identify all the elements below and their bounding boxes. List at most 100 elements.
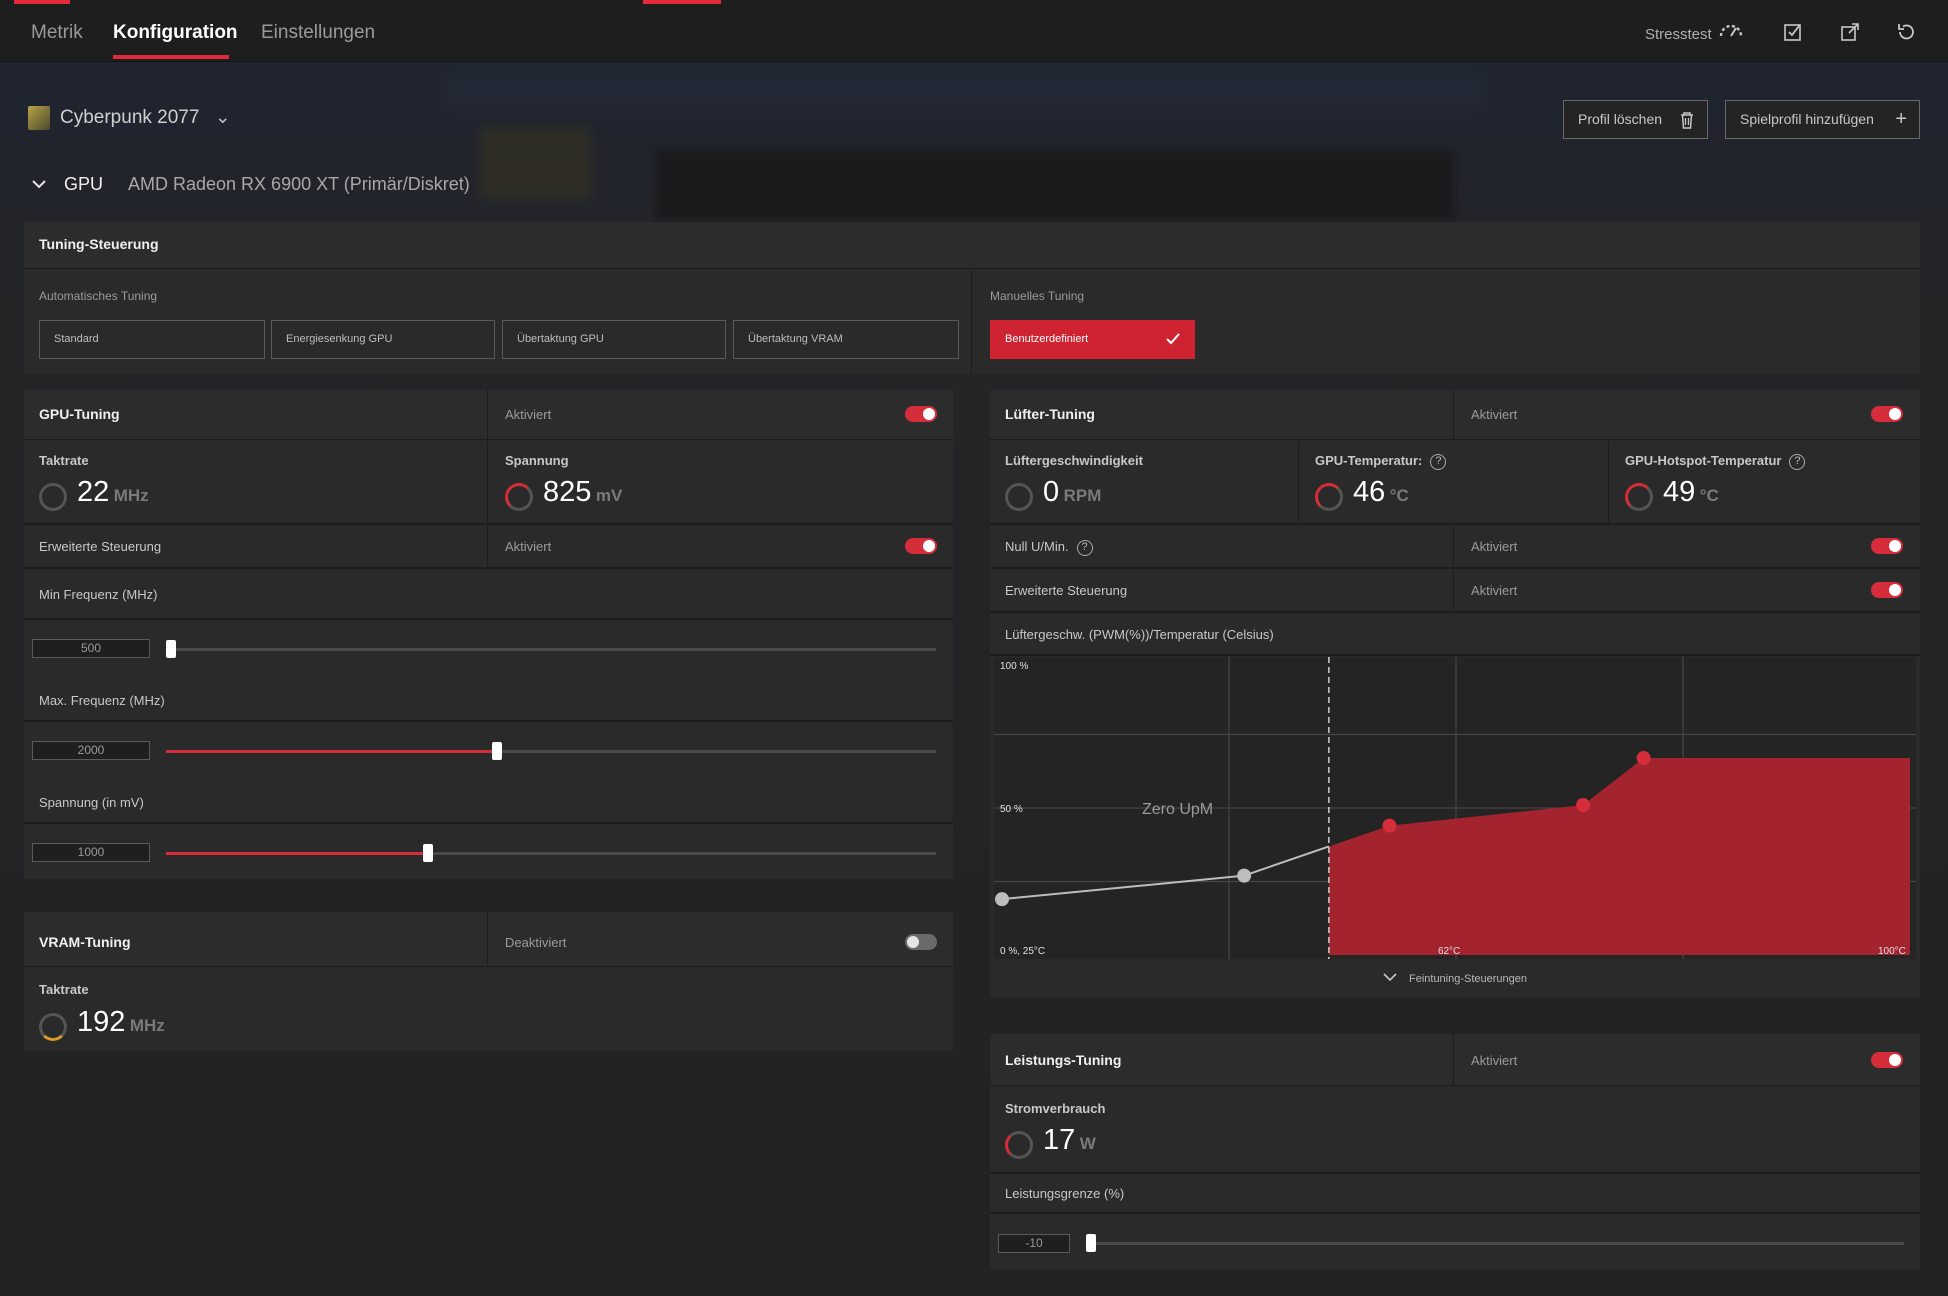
gpu-collapse-chevron-icon[interactable] bbox=[31, 174, 47, 195]
vram-clock-readout: 192 MHz bbox=[39, 1006, 165, 1041]
gpu-section-label: GPU bbox=[64, 174, 104, 194]
power-limit-input[interactable]: -10 bbox=[998, 1234, 1070, 1253]
trash-icon bbox=[1679, 101, 1695, 138]
slider-thumb[interactable] bbox=[166, 640, 176, 658]
gauge-icon bbox=[1005, 1130, 1033, 1159]
zero-rpm-annotation: Zero UpM bbox=[1142, 801, 1213, 818]
gpu-voltage-label: Spannung bbox=[505, 453, 569, 468]
gpu-tuning-toggle[interactable] bbox=[905, 406, 937, 422]
fan-curve-title-row bbox=[990, 614, 1920, 656]
min-freq-input[interactable]: 500 bbox=[32, 639, 150, 658]
curve-point-3[interactable] bbox=[1576, 798, 1591, 813]
tab-metrik[interactable]: Metrik bbox=[31, 22, 83, 43]
hotspot-temp-label: GPU-Hotspot-Temperatur? bbox=[1625, 453, 1806, 470]
gpu-clock-readout: 22 MHz bbox=[39, 476, 149, 511]
game-name: Cyberpunk 2077 bbox=[60, 107, 200, 129]
game-thumbnail bbox=[28, 106, 50, 130]
x-tick-label: 100°C bbox=[1878, 946, 1906, 957]
curve-point-4[interactable] bbox=[1636, 751, 1651, 766]
voltage-slider[interactable] bbox=[166, 844, 936, 862]
power-tuning-toggle[interactable] bbox=[1871, 1052, 1903, 1068]
max-freq-input[interactable]: 2000 bbox=[32, 741, 150, 760]
divider bbox=[1298, 441, 1299, 525]
reset-icon[interactable] bbox=[1896, 22, 1916, 48]
manual-tuning-label: Manuelles Tuning bbox=[990, 289, 1085, 303]
slider-thumb[interactable] bbox=[492, 742, 502, 760]
divider bbox=[1608, 441, 1609, 525]
gauge-icon bbox=[39, 1012, 67, 1041]
plus-icon: + bbox=[1895, 108, 1907, 130]
gpu-tuning-state: Aktiviert bbox=[505, 407, 552, 422]
manual-option-custom[interactable]: Benutzerdefiniert bbox=[990, 320, 1195, 359]
active-curve-area bbox=[1328, 758, 1910, 955]
fine-tuning-toggle[interactable]: Feintuning-Steuerungen bbox=[990, 961, 1920, 997]
power-limit-slider[interactable] bbox=[1086, 1234, 1904, 1252]
active-tab-indicator bbox=[113, 55, 229, 59]
curve-point-2[interactable] bbox=[1382, 818, 1397, 833]
tab-einstellungen[interactable]: Einstellungen bbox=[261, 22, 376, 43]
divider bbox=[1453, 526, 1454, 569]
min-freq-label-row bbox=[24, 570, 953, 620]
tuning-control-title: Tuning-Steuerung bbox=[39, 236, 159, 252]
gpu-temp-readout: 46 °C bbox=[1315, 476, 1409, 511]
origin-tick-label: 0 %, 25°C bbox=[1000, 946, 1045, 957]
background-blur bbox=[480, 128, 590, 198]
add-game-profile-button[interactable]: Spielprofil hinzufügen + bbox=[1725, 100, 1920, 139]
stress-test-gauge-icon[interactable] bbox=[1718, 20, 1744, 46]
divider bbox=[487, 390, 488, 440]
top-accent-left bbox=[14, 0, 70, 4]
vram-tuning-toggle[interactable] bbox=[905, 934, 937, 950]
tab-konfiguration[interactable]: Konfiguration bbox=[113, 22, 238, 43]
auto-option-standard[interactable]: Standard bbox=[39, 320, 265, 359]
checkmark-icon bbox=[1166, 321, 1180, 358]
checklist-icon[interactable] bbox=[1783, 22, 1803, 48]
zero-rpm-state: Aktiviert bbox=[1471, 539, 1518, 554]
divider bbox=[971, 270, 972, 374]
gpu-voltage-cell bbox=[488, 441, 953, 525]
chevron-down-icon bbox=[1383, 961, 1397, 997]
help-icon[interactable]: ? bbox=[1430, 453, 1447, 470]
gpu-advanced-state: Aktiviert bbox=[505, 539, 552, 554]
max-freq-slider[interactable] bbox=[166, 742, 936, 760]
voltage-input[interactable]: 1000 bbox=[32, 843, 150, 862]
min-freq-slider[interactable] bbox=[166, 640, 936, 658]
gpu-voltage-readout: 825 mV bbox=[505, 476, 622, 511]
gpu-tuning-title: GPU-Tuning bbox=[39, 406, 120, 422]
curve-points[interactable] bbox=[995, 751, 1651, 907]
stress-test-label[interactable]: Stresstest bbox=[1645, 26, 1712, 43]
help-icon[interactable]: ? bbox=[1789, 453, 1806, 470]
fan-curve-chart[interactable]: 100 % 50 % 0 %, 25°C 62°C 100°C Zero UpM bbox=[994, 657, 1916, 959]
fan-advanced-toggle[interactable] bbox=[1871, 582, 1903, 598]
max-freq-label-row bbox=[24, 678, 953, 722]
background-blur bbox=[445, 72, 1485, 112]
fan-advanced-state: Aktiviert bbox=[1471, 583, 1518, 598]
x-tick-label: 62°C bbox=[1438, 946, 1460, 957]
gauge-icon bbox=[1005, 482, 1033, 511]
gpu-advanced-toggle[interactable] bbox=[905, 538, 937, 554]
auto-option-overclock-vram[interactable]: Übertaktung VRAM bbox=[733, 320, 959, 359]
auto-option-energy-saving[interactable]: Energiesenkung GPU bbox=[271, 320, 495, 359]
curve-point-1[interactable] bbox=[1237, 868, 1252, 883]
power-tuning-title: Leistungs-Tuning bbox=[1005, 1052, 1122, 1068]
fan-speed-readout: 0 RPM bbox=[1005, 476, 1101, 511]
slider-thumb[interactable] bbox=[423, 844, 433, 862]
game-selector[interactable]: Cyberpunk 2077 ⌄ bbox=[28, 106, 231, 130]
gauge-icon bbox=[1625, 482, 1653, 511]
slider-fill bbox=[166, 852, 428, 855]
y-tick-label: 50 % bbox=[1000, 804, 1023, 815]
delete-profile-button[interactable]: Profil löschen bbox=[1563, 100, 1708, 139]
slider-thumb[interactable] bbox=[1086, 1234, 1096, 1252]
gauge-icon bbox=[39, 482, 67, 511]
curve-point-0[interactable] bbox=[995, 892, 1009, 907]
zero-rpm-toggle[interactable] bbox=[1871, 538, 1903, 554]
voltage-label-row bbox=[24, 780, 953, 824]
gpu-temp-label: GPU-Temperatur:? bbox=[1315, 453, 1447, 470]
auto-option-overclock-gpu[interactable]: Übertaktung GPU bbox=[502, 320, 726, 359]
help-icon[interactable]: ? bbox=[1076, 539, 1093, 556]
export-icon[interactable] bbox=[1840, 22, 1860, 48]
top-bar bbox=[0, 0, 1948, 62]
divider bbox=[487, 912, 488, 967]
divider bbox=[487, 526, 488, 569]
y-tick-label: 100 % bbox=[1000, 661, 1028, 672]
fan-tuning-toggle[interactable] bbox=[1871, 406, 1903, 422]
